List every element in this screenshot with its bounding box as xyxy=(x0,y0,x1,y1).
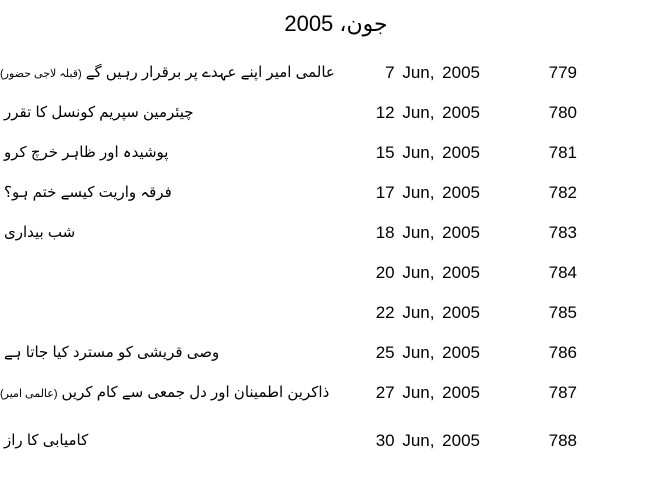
entry-title-text: عالمی امیر اپنے عہدے پر برقرار رہیں گے xyxy=(85,63,335,81)
entry-title-text: کامیابی کا راز xyxy=(4,431,89,449)
entry-title: وصی قریشی کو مسترد کیا جاتا ہے xyxy=(0,343,352,364)
entry-title: فرقہ واریت کیسے ختم ہو؟ xyxy=(0,183,352,204)
entry-number: 787 xyxy=(548,383,577,402)
entry-title: چیئرمین سپریم کونسل کا تقرر xyxy=(0,103,352,124)
entry-title xyxy=(0,263,352,284)
entry-date: 15 Jun, 2005 xyxy=(375,143,480,162)
entry-number: 783 xyxy=(548,223,577,242)
entry-title-text: چیئرمین سپریم کونسل کا تقرر xyxy=(4,103,194,121)
entry-title xyxy=(0,303,352,324)
entry-title-text: پوشیدہ اور ظاہر خرچ کرو xyxy=(4,143,169,161)
entry-title: شب بیداری xyxy=(0,223,352,244)
entry-title: کامیابی کا راز xyxy=(0,431,352,452)
entry-row: ذاکرین اطمینان اور دل جمعی سے کام کریں(ع… xyxy=(0,373,672,413)
entry-title-text: فرقہ واریت کیسے ختم ہو؟ xyxy=(4,183,172,201)
entry-row: فرقہ واریت کیسے ختم ہو؟ 17 Jun, 2005 782 xyxy=(0,173,672,213)
entry-list: عالمی امیر اپنے عہدے پر برقرار رہیں گے(ق… xyxy=(0,53,672,461)
entry-date: 27 Jun, 2005 xyxy=(375,383,480,402)
entry-date: 30 Jun, 2005 xyxy=(375,431,480,450)
entry-row: شب بیداری 18 Jun, 2005 783 xyxy=(0,213,672,253)
entry-number: 788 xyxy=(548,431,577,450)
entry-date: 18 Jun, 2005 xyxy=(375,223,480,242)
entry-row: پوشیدہ اور ظاہر خرچ کرو 15 Jun, 2005 781 xyxy=(0,133,672,173)
entry-title-text: شب بیداری xyxy=(4,223,76,241)
entry-number: 785 xyxy=(548,303,577,322)
entry-row: چیئرمین سپریم کونسل کا تقرر 12 Jun, 2005… xyxy=(0,93,672,133)
entry-title-note: (عالمی امیر) xyxy=(0,387,58,400)
page-title: جون، 2005 xyxy=(284,11,388,36)
entry-number: 786 xyxy=(548,343,577,362)
entry-date: 12 Jun, 2005 xyxy=(375,103,480,122)
entry-date: 25 Jun, 2005 xyxy=(375,343,480,362)
entry-row: 22 Jun, 2005 785 xyxy=(0,293,672,333)
entry-number: 779 xyxy=(548,63,577,82)
entry-number: 784 xyxy=(548,263,577,282)
entry-title-text: ذاکرین اطمینان اور دل جمعی سے کام کریں xyxy=(61,383,330,401)
entry-date: 7 Jun, 2005 xyxy=(385,63,480,82)
entry-row: وصی قریشی کو مسترد کیا جاتا ہے 25 Jun, 2… xyxy=(0,333,672,373)
entry-title-note xyxy=(0,268,4,280)
entry-row: کامیابی کا راز 30 Jun, 2005 788 xyxy=(0,421,672,461)
entry-title-note xyxy=(0,308,4,320)
entry-row: 20 Jun, 2005 784 xyxy=(0,253,672,293)
entry-number: 781 xyxy=(548,143,577,162)
entry-title: عالمی امیر اپنے عہدے پر برقرار رہیں گے(ق… xyxy=(0,63,352,84)
entry-title: پوشیدہ اور ظاہر خرچ کرو xyxy=(0,143,352,164)
entry-title-text: وصی قریشی کو مسترد کیا جاتا ہے xyxy=(4,343,220,361)
entry-number: 782 xyxy=(548,183,577,202)
entry-date: 22 Jun, 2005 xyxy=(375,303,480,322)
entry-title: ذاکرین اطمینان اور دل جمعی سے کام کریں(ع… xyxy=(0,383,352,404)
entry-title-note: (قبلہ لاجی حضور) xyxy=(0,67,82,80)
entry-number: 780 xyxy=(548,103,577,122)
entry-row: عالمی امیر اپنے عہدے پر برقرار رہیں گے(ق… xyxy=(0,53,672,93)
entry-date: 17 Jun, 2005 xyxy=(375,183,480,202)
entry-date: 20 Jun, 2005 xyxy=(375,263,480,282)
